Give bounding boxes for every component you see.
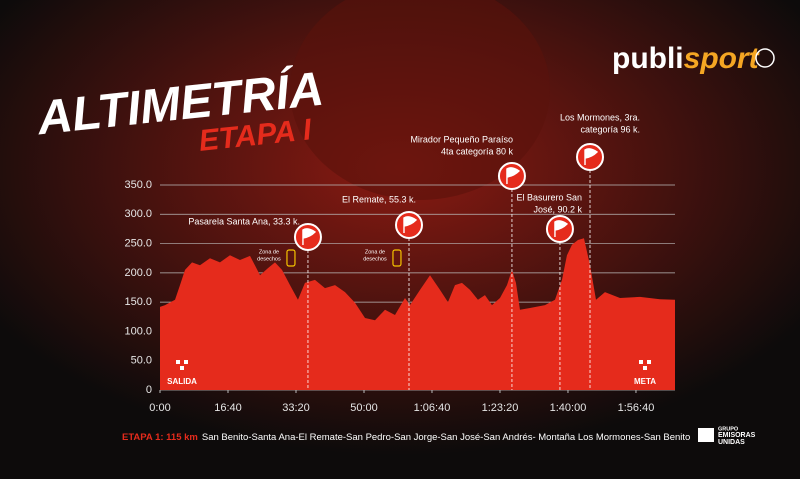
flag-icon [584, 148, 599, 165]
y-tick-label: 50.0 [131, 355, 152, 367]
checker-flag [647, 364, 651, 368]
x-tick-label: 16:40 [214, 402, 242, 414]
waste-label: Zona de [259, 249, 279, 255]
waste-label: desechos [363, 256, 387, 262]
y-tick-label: 100.0 [124, 325, 152, 337]
finish-label: META [634, 377, 656, 386]
plot: 0 50.0 100.0 150.0 200.0 250.0 300.0 350.0 0:00 1… [124, 112, 675, 414]
y-tick-label: 350.0 [124, 179, 152, 191]
bottle-icon [392, 249, 402, 267]
x-tick-label: 0:00 [149, 402, 170, 414]
checker-flag [184, 360, 188, 364]
group-line: EMISORAS [718, 432, 756, 439]
checker-flag [639, 364, 643, 368]
checker-flag [643, 362, 647, 366]
flag-icon [302, 228, 317, 245]
y-tick-label: 200.0 [124, 267, 152, 279]
group-logo-mark [698, 428, 714, 442]
checker-flag [180, 366, 184, 370]
checker-flag [176, 364, 180, 368]
checker-flag [639, 360, 643, 364]
x-tick-label: 1:23:20 [482, 402, 519, 414]
annotation-label: categoría 96 k. [580, 124, 640, 134]
annotation-label: Mirador Pequeño Paraíso [410, 134, 513, 144]
x-tick-label: 1:56:40 [618, 402, 655, 414]
rider-silhouette [290, 0, 550, 200]
annotation-label: El Remate, 55.3 k. [342, 194, 416, 204]
annotation-label: 4ta categoría 80 k [441, 146, 514, 156]
start-label: SALIDA [167, 377, 197, 386]
waste-label: Zona de [365, 249, 385, 255]
logo-globe [755, 48, 775, 68]
x-tick-label: 1:06:40 [414, 402, 451, 414]
x-tick-label: 50:00 [350, 402, 378, 414]
annotation-label: Pasarela Santa Ana, 33.3 k. [188, 216, 300, 226]
footer-label: ETAPA 1: 115 km [122, 432, 198, 443]
y-tick-label: 0 [146, 384, 152, 396]
logo: publisport [612, 42, 761, 75]
checker-flag [643, 366, 647, 370]
checker-flag [184, 364, 188, 368]
footer: ETAPA 1: 115 km San Benito-Santa Ana-El R… [122, 432, 690, 443]
y-tick-label: 150.0 [124, 296, 152, 308]
waste-label: desechos [257, 256, 281, 262]
logo-main: publi [612, 42, 684, 75]
flag-icon [403, 216, 418, 233]
y-tick-label: 250.0 [124, 237, 152, 249]
y-tick-label: 300.0 [124, 208, 152, 220]
checker-flag [180, 362, 184, 366]
logo-accent: sport [684, 42, 761, 75]
group-line: GRUPO [718, 426, 739, 432]
checker-flag [647, 360, 651, 364]
annotation-label: Los Mormones, 3ra. [560, 112, 640, 122]
annotation-label: José, 90.2 k [533, 204, 582, 214]
elevation-area [160, 238, 675, 390]
checker-flag [176, 360, 180, 364]
x-tick-label: 1:40:00 [550, 402, 587, 414]
footer-route: San Benito-Santa Ana-El Remate-San Pedro… [202, 432, 690, 443]
annotation-label: El Basurero San [516, 192, 582, 202]
flag-icon [506, 167, 521, 184]
group-line: UNIDAS [718, 439, 745, 446]
bottle-icon [286, 249, 296, 267]
flag-icon [554, 220, 569, 237]
x-tick-label: 33:20 [282, 402, 310, 414]
